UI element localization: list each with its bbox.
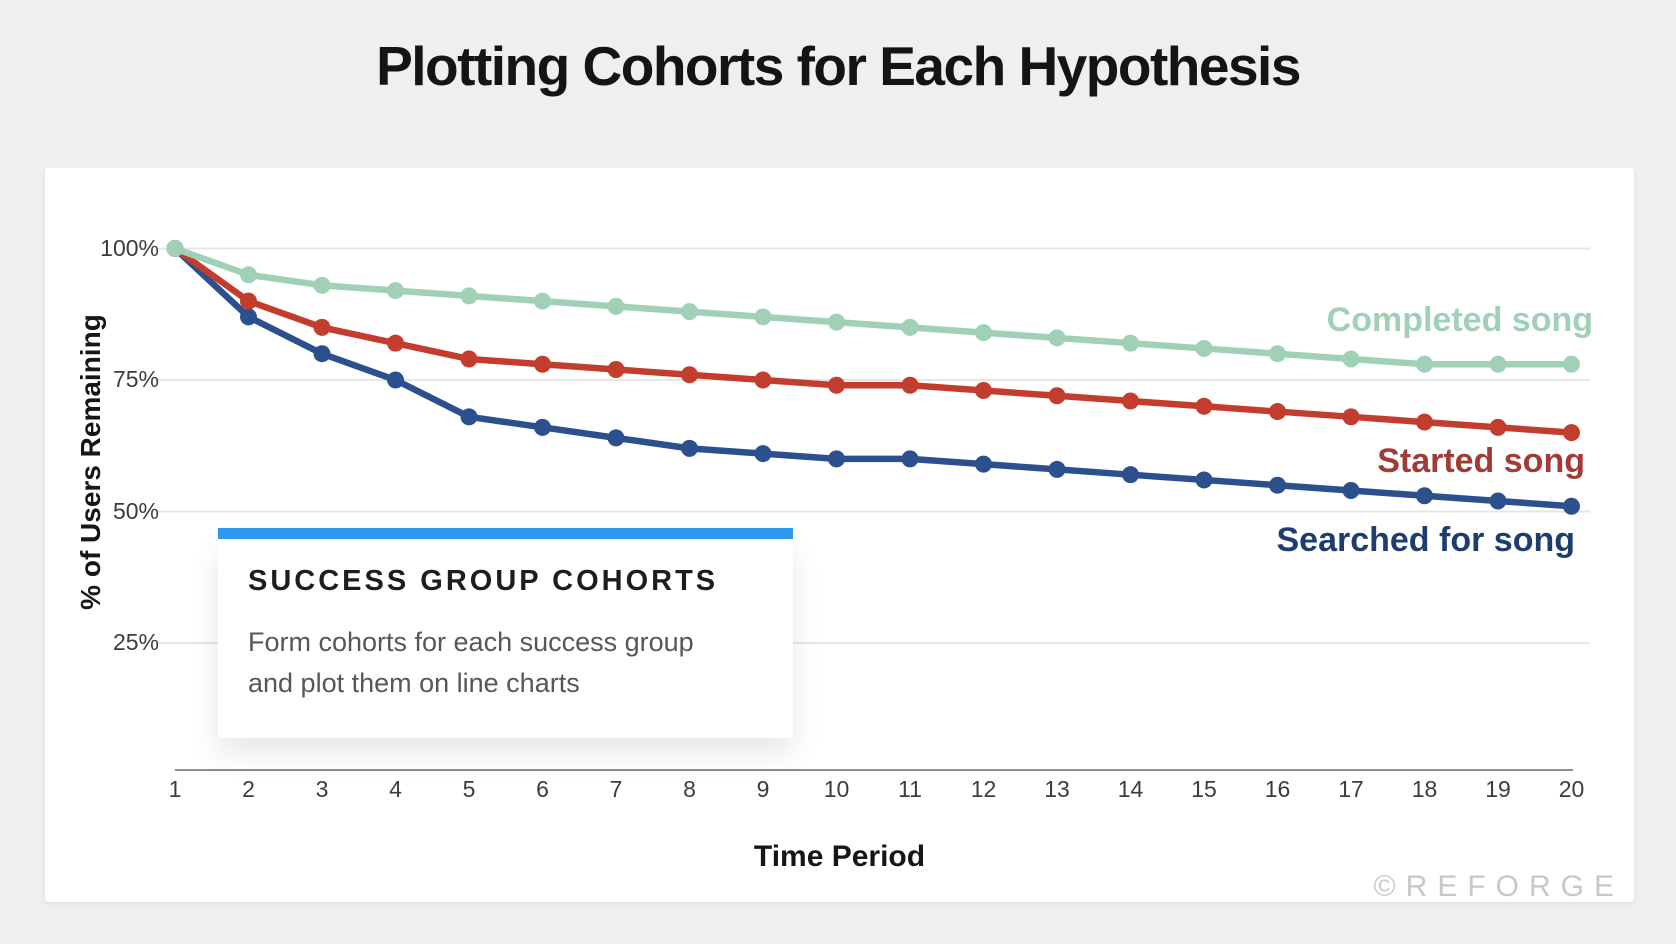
reforge-watermark: ©REFORGE [1373, 870, 1624, 903]
callout-body-card: SUCCESS GROUP COHORTS Form cohorts for e… [218, 539, 793, 738]
legend-searched-for-song: Searched for song [1276, 521, 1575, 559]
x-tick-label: 8 [683, 776, 696, 802]
callout-text-line2: and plot them on line charts [248, 668, 580, 698]
x-tick-label: 1 [168, 776, 182, 802]
x-tick-label: 17 [1338, 776, 1364, 802]
x-tick-label: 9 [756, 776, 770, 802]
x-axis-title: Time Period [753, 840, 926, 873]
legend-started-song: Started song [1377, 442, 1585, 480]
x-tick-label: 13 [1044, 776, 1070, 802]
chart-card: 100% 75% 50% 25% 1 2 3 4 5 6 7 8 9 10 11 12 13 14 15 16 17 1… [45, 168, 1634, 903]
y-axis-title: % of Users Remaining [75, 314, 106, 610]
x-tick-label: 10 [823, 776, 850, 802]
y-tick-label: 75% [112, 366, 159, 392]
x-tick-label: 6 [536, 776, 549, 802]
y-tick-label: 100% [100, 234, 159, 261]
page-title: Plotting Cohorts for Each Hypothesis [376, 35, 1301, 97]
callout-text: Form cohorts for each success group and … [248, 622, 763, 704]
x-tick-label: 20 [1558, 776, 1585, 802]
x-tick-label: 3 [315, 776, 329, 802]
x-tick-label: 15 [1191, 776, 1217, 802]
callout-accent-bar [218, 528, 793, 539]
y-tick-label: 50% [112, 497, 159, 524]
x-tick-label: 14 [1117, 776, 1144, 802]
legend-completed-song: Completed song [1326, 301, 1593, 339]
x-tick-label: 19 [1485, 776, 1511, 802]
callout-text-line1: Form cohorts for each success group [248, 627, 694, 657]
x-tick-label: 12 [970, 776, 997, 802]
x-tick-label: 18 [1411, 776, 1438, 802]
x-tick-label: 5 [462, 776, 476, 802]
x-tick-label: 4 [389, 776, 402, 802]
callout-title: SUCCESS GROUP COHORTS [248, 565, 719, 597]
y-tick-label: 25% [112, 629, 159, 655]
x-tick-label: 7 [609, 776, 623, 802]
x-tick-label: 16 [1264, 776, 1291, 802]
x-tick-label: 2 [242, 776, 255, 802]
callout-box: SUCCESS GROUP COHORTS Form cohorts for e… [218, 528, 793, 738]
x-tick-label: 11 [898, 776, 922, 802]
